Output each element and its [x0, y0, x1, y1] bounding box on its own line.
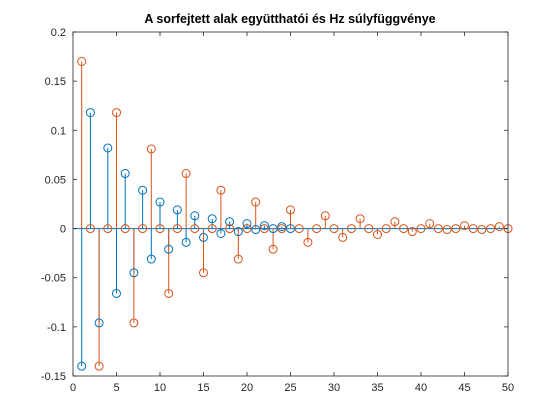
data-point-s2-34 [364, 224, 374, 234]
x-tick-label: 50 [502, 382, 514, 394]
plot-area [73, 32, 508, 376]
x-tick-label: 45 [458, 382, 470, 394]
data-point-s2-21 [251, 197, 261, 207]
data-point-s2-46 [468, 224, 478, 234]
data-point-s2-36 [381, 224, 391, 234]
y-axis-ticks: -0.15 -0.1 -0.05 0 0.05 0.1 0.15 0.2 [41, 27, 508, 383]
chart-title: A sorfejtett alak együtthatói és Hz súly… [144, 12, 435, 26]
data-point-s2-32 [346, 224, 356, 234]
y-tick-label: -0.15 [41, 371, 66, 383]
x-tick-label: 0 [70, 382, 76, 394]
data-point-s2-7 [129, 318, 139, 328]
x-tick-label: 35 [371, 382, 383, 394]
data-point-s2-5 [112, 108, 121, 118]
y-tick-label: 0.15 [45, 76, 66, 88]
data-point-s1-10 [155, 197, 165, 207]
data-point-s2-20 [242, 224, 252, 234]
data-point-s1-22 [259, 221, 269, 231]
data-point-s2-47 [477, 225, 487, 235]
data-point-s2-29 [320, 211, 330, 221]
data-point-s2-48 [486, 224, 496, 234]
data-point-s2-4 [103, 224, 113, 234]
data-point-s2-3 [94, 361, 104, 371]
data-point-s2-14 [190, 224, 200, 234]
data-point-s2-40 [416, 224, 426, 234]
data-point-s2-30 [329, 224, 339, 234]
x-tick-label: 40 [415, 382, 427, 394]
x-tick-label: 15 [197, 382, 209, 394]
data-point-s1-17 [216, 228, 226, 238]
data-point-s2-19 [233, 254, 243, 264]
data-point-s2-28 [312, 224, 322, 234]
data-point-s1-2 [85, 108, 95, 118]
data-point-s1-25 [286, 224, 295, 234]
data-point-s2-27 [303, 237, 313, 247]
x-tick-label: 5 [113, 382, 119, 394]
data-point-s1-16 [207, 214, 217, 224]
data-point-s2-9 [146, 144, 156, 154]
x-tick-label: 30 [328, 382, 340, 394]
data-point-s2-13 [181, 169, 191, 179]
data-point-s2-12 [172, 224, 182, 234]
y-tick-label: 0.2 [51, 27, 66, 39]
data-point-s2-15 [199, 268, 208, 278]
data-point-s1-20 [242, 219, 252, 229]
data-point-s2-44 [451, 224, 461, 234]
data-point-s2-2 [85, 224, 95, 234]
data-point-s1-12 [172, 205, 182, 215]
data-point-s1-6 [120, 169, 130, 179]
y-tick-label: -0.1 [47, 322, 66, 334]
data-point-s1-9 [146, 254, 156, 264]
data-point-s1-14 [190, 211, 200, 221]
data-point-s2-35 [373, 229, 382, 239]
data-point-s1-4 [103, 143, 113, 153]
data-point-s2-1 [77, 56, 87, 66]
data-point-s1-8 [138, 185, 148, 195]
data-point-s1-21 [251, 225, 261, 235]
data-point-s2-38 [399, 224, 409, 234]
data-point-s2-33 [355, 214, 365, 224]
x-axis-ticks: 0 5 10 15 20 25 30 35 40 45 50 [70, 32, 514, 394]
x-tick-label: 20 [241, 382, 253, 394]
data-point-s2-6 [120, 224, 130, 234]
data-point-s2-39 [407, 227, 417, 237]
data-point-s1-11 [164, 244, 174, 254]
y-tick-label: -0.05 [41, 273, 66, 285]
y-tick-label: 0.1 [51, 125, 66, 137]
data-point-s1-5 [112, 288, 121, 298]
data-point-s2-25 [286, 205, 295, 215]
data-point-s2-17 [216, 185, 226, 195]
x-tick-label: 10 [154, 382, 166, 394]
data-point-s2-41 [425, 219, 435, 229]
data-point-s2-16 [207, 224, 217, 234]
x-tick-label: 25 [284, 382, 296, 394]
data-point-s1-23 [268, 224, 278, 234]
data-point-s1-19 [233, 227, 243, 237]
data-point-s1-15 [199, 232, 208, 242]
y-tick-label: 0 [60, 224, 66, 236]
y-tick-label: 0.05 [45, 174, 66, 186]
data-point-s2-26 [294, 224, 304, 234]
data-point-s1-1 [77, 361, 87, 371]
data-point-s2-24 [277, 224, 287, 234]
data-point-s1-18 [225, 217, 235, 227]
data-point-s1-13 [181, 237, 191, 247]
data-point-s2-22 [259, 224, 269, 234]
data-point-s2-43 [442, 225, 452, 235]
data-point-s1-3 [94, 318, 104, 328]
markers-layer [77, 56, 513, 371]
data-point-s2-8 [138, 224, 148, 234]
data-point-s2-11 [164, 288, 174, 298]
data-point-s2-18 [225, 224, 235, 234]
data-point-s2-31 [338, 232, 348, 242]
data-point-s2-37 [390, 217, 400, 227]
data-point-s2-49 [494, 222, 504, 232]
data-point-s2-42 [433, 224, 443, 234]
data-point-s2-10 [155, 224, 165, 234]
data-point-s2-45 [460, 221, 469, 231]
data-point-s1-7 [129, 268, 139, 278]
data-point-s2-23 [268, 244, 278, 254]
